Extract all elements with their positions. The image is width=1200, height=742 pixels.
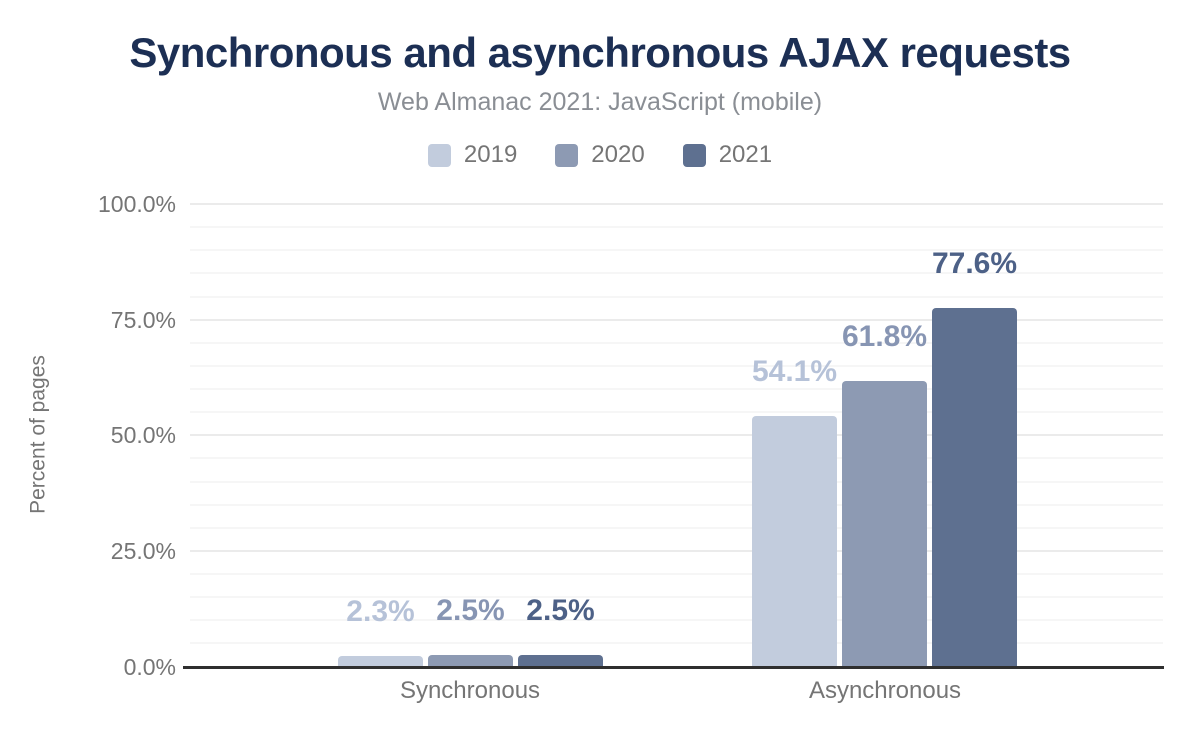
legend-swatch-icon <box>427 143 451 167</box>
gridline-45 <box>190 457 1163 460</box>
x-category-label-synchronous: Synchronous <box>399 677 541 704</box>
gridline-55 <box>190 411 1163 414</box>
gridline-50 <box>190 434 1163 437</box>
gridline-75 <box>190 318 1163 321</box>
bar-2019-synchronous <box>338 655 423 667</box>
x-axis-line <box>183 666 1164 669</box>
gridline-80 <box>190 295 1163 298</box>
chart-title: Synchronous and asynchronous AJAX reques… <box>129 29 1071 76</box>
y-tick-label-50: 50.0% <box>110 422 176 449</box>
y-axis-title: Percent of pages <box>26 355 50 514</box>
legend-item-2019: 2019 <box>427 141 518 168</box>
y-tick-label-100: 100.0% <box>97 191 176 217</box>
gridline-100 <box>190 203 1163 205</box>
gridline-30 <box>190 526 1163 529</box>
y-tick-label-75: 75.0% <box>110 306 176 333</box>
gridline-70 <box>190 341 1163 344</box>
legend-swatch-icon <box>682 143 706 167</box>
bar-2020-synchronous <box>428 654 513 667</box>
gridline-40 <box>190 480 1163 483</box>
bar-value-label-2020-synchronous: 2.5% <box>436 593 505 627</box>
bar-value-label-2020-asynchronous: 61.8% <box>841 319 928 353</box>
legend-label: 2019 <box>463 141 518 168</box>
bar-value-label-2021-asynchronous: 77.6% <box>931 246 1018 280</box>
gridline-35 <box>190 503 1163 506</box>
y-tick-label-0: 0.0% <box>123 653 176 680</box>
legend-swatch-icon <box>555 143 579 167</box>
bar-value-label-2019-asynchronous: 54.1% <box>751 355 838 389</box>
chart-legend: 2019 2020 2021 <box>0 143 1200 167</box>
bar-2019-asynchronous <box>752 416 837 667</box>
gridline-85 <box>190 272 1163 275</box>
gridline-90 <box>190 249 1163 252</box>
legend-item-2020: 2020 <box>555 141 645 168</box>
bar-value-label-2021-synchronous: 2.5% <box>526 593 595 627</box>
gridline-20 <box>190 573 1163 575</box>
legend-label: 2021 <box>718 141 773 168</box>
x-category-label-asynchronous: Asynchronous <box>808 677 962 704</box>
legend-label: 2020 <box>591 141 645 168</box>
bar-2020-asynchronous <box>842 380 927 667</box>
gridline-25 <box>190 549 1163 552</box>
chart-subtitle: Web Almanac 2021: JavaScript (mobile) <box>377 88 823 116</box>
bar-2021-synchronous <box>518 654 603 667</box>
gridline-60 <box>190 388 1163 390</box>
gridline-95 <box>190 226 1163 229</box>
bar-value-label-2019-synchronous: 2.3% <box>346 594 415 628</box>
gridline-5 <box>190 642 1163 645</box>
gridline-15 <box>190 596 1163 599</box>
legend-item-2021: 2021 <box>682 141 773 168</box>
gridline-65 <box>190 364 1163 367</box>
gridline-10 <box>190 619 1163 622</box>
bar-2021-asynchronous <box>932 307 1017 667</box>
y-tick-label-25: 25.0% <box>110 537 176 564</box>
